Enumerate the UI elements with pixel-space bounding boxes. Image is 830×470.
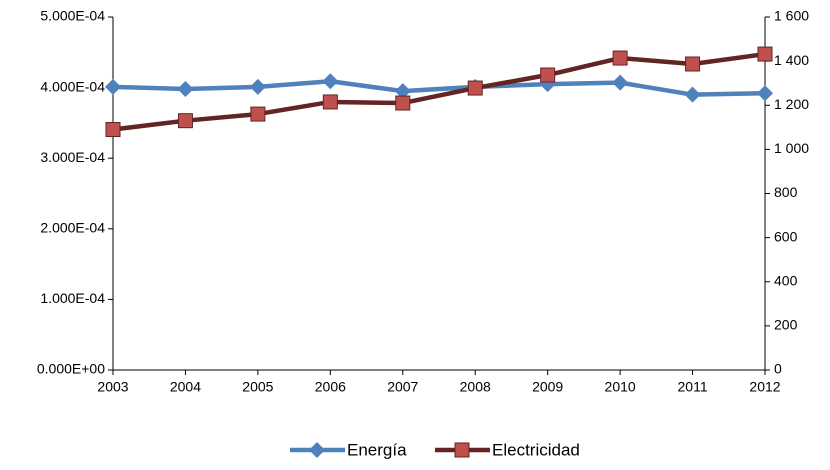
y-tick-label: 3.000E-04 <box>40 149 105 165</box>
data-point <box>177 81 194 98</box>
legend-label: Energía <box>347 440 407 459</box>
data-point <box>249 78 266 95</box>
data-point <box>612 50 628 66</box>
data-point <box>757 46 773 62</box>
x-tick-label: 2007 <box>387 379 418 395</box>
series-line <box>112 78 766 97</box>
x-tick-label: 2006 <box>315 379 346 395</box>
data-point <box>395 95 411 111</box>
data-point <box>467 80 483 96</box>
y2-tick-label: 600 <box>774 228 798 244</box>
x-tick-label: 2011 <box>678 379 708 395</box>
y2-tick-label: 1 600 <box>774 8 809 24</box>
x-tick-label: 2004 <box>170 379 201 395</box>
data-point <box>177 113 193 129</box>
y2-tick-label: 200 <box>774 317 798 333</box>
y-tick-label: 5.000E-04 <box>40 8 105 24</box>
y-tick-label: 4.000E-04 <box>40 78 105 94</box>
y2-tick-label: 1 000 <box>774 140 809 156</box>
data-point <box>612 74 629 91</box>
data-point <box>540 67 556 83</box>
data-point <box>105 122 121 138</box>
data-point <box>322 94 338 110</box>
x-tick-label: 2012 <box>749 379 780 395</box>
legend-marker <box>309 442 325 458</box>
y2-tick-label: 1 400 <box>774 52 809 68</box>
x-tick-label: 2005 <box>242 379 273 395</box>
data-point <box>757 85 773 102</box>
y2-tick-label: 400 <box>774 272 798 288</box>
data-point <box>250 106 266 122</box>
x-tick-label: 2010 <box>605 379 636 395</box>
x-tick-label: 2003 <box>97 379 128 395</box>
legend-marker <box>454 442 470 458</box>
y2-tick-label: 1 200 <box>774 96 809 112</box>
data-point <box>105 78 121 95</box>
data-point <box>684 86 701 103</box>
y-tick-label: 2.000E-04 <box>40 220 105 236</box>
data-point <box>685 56 701 72</box>
y2-tick-label: 800 <box>774 184 798 200</box>
y-tick-label: 0.000E+00 <box>37 361 105 377</box>
series-line <box>112 51 766 132</box>
y-tick-label: 1.000E-04 <box>40 290 105 306</box>
x-tick-label: 2009 <box>532 379 563 395</box>
legend-label: Electricidad <box>492 440 580 459</box>
data-point <box>394 83 411 100</box>
y2-tick-label: 0 <box>774 361 782 377</box>
data-point <box>322 73 339 90</box>
x-tick-label: 2008 <box>460 379 491 395</box>
